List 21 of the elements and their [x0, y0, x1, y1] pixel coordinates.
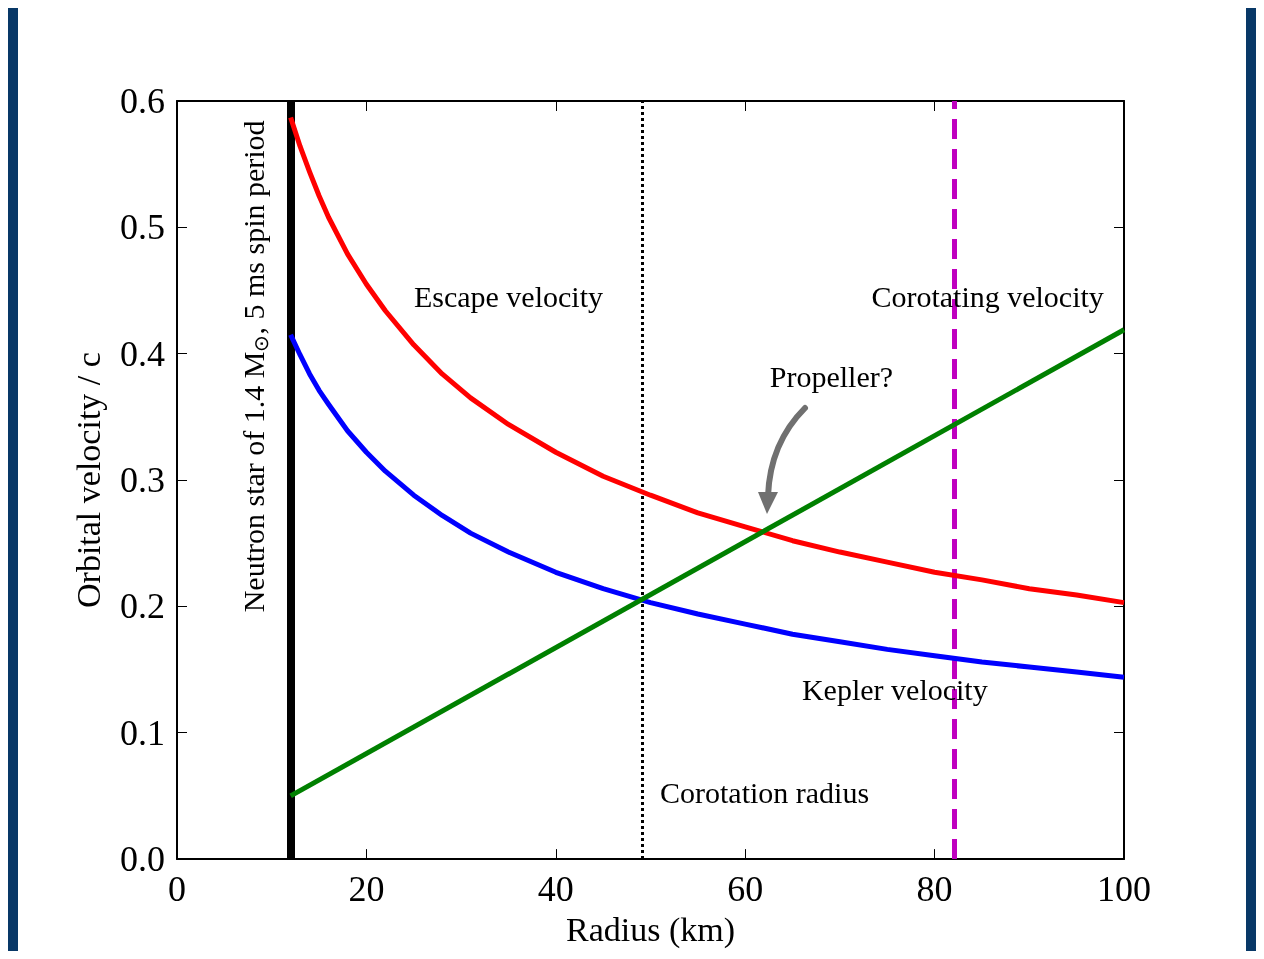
ref-line-label: Corotation radius	[659, 775, 870, 809]
y-tick-label: 0.2	[120, 586, 165, 627]
y-tick-label: 0.1	[120, 712, 165, 753]
y-tick-label: 0.4	[120, 333, 165, 374]
ref-line-label: Neutron star of 1.4 M⊙, 5 ms spin period	[237, 120, 272, 613]
x-tick-label: 40	[537, 869, 574, 910]
x-axis-title: Radius (km)	[565, 910, 736, 949]
annotation: Propeller?	[769, 359, 894, 393]
x-tick-label: 80	[916, 869, 953, 910]
y-tick-label: 0.5	[120, 207, 165, 248]
series-label: Corotating velocity	[871, 280, 1104, 314]
x-tick-label: 20	[348, 869, 385, 910]
y-axis-title: Orbital velocity / c	[69, 352, 107, 608]
y-tick-label: 0.3	[120, 460, 165, 501]
y-tick-label: 0.0	[120, 839, 165, 880]
x-tick-label: 100	[1097, 869, 1151, 910]
x-tick-label: 60	[727, 869, 764, 910]
x-tick-label: 0	[168, 869, 186, 910]
y-tick-label: 0.6	[120, 81, 165, 121]
series-label: Kepler velocity	[801, 673, 988, 707]
series-label: Escape velocity	[413, 280, 603, 314]
